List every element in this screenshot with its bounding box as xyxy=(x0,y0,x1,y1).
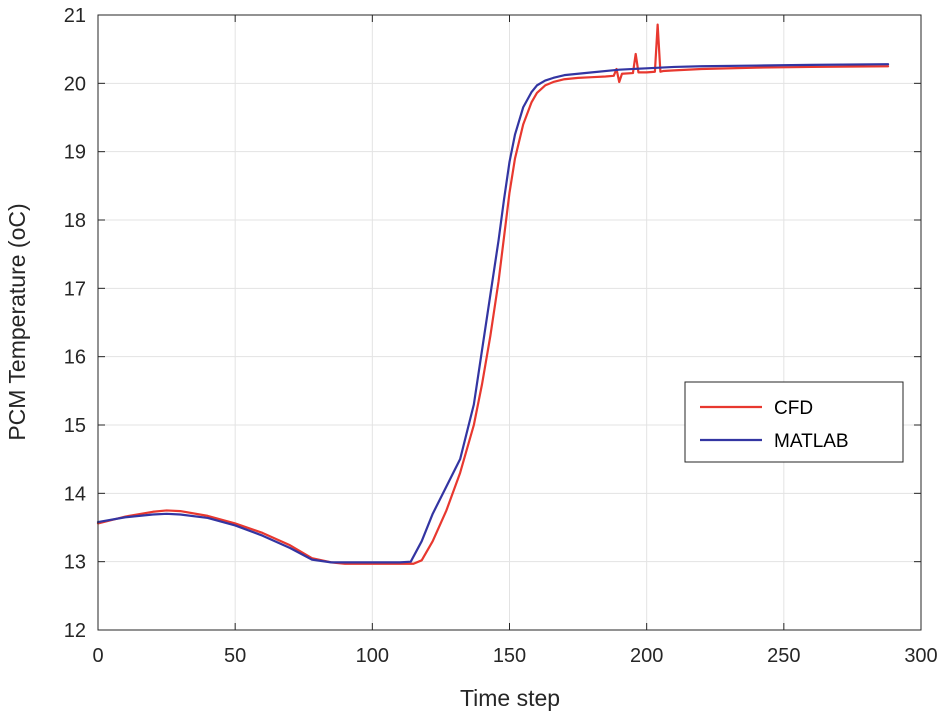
x-tick-label: 200 xyxy=(630,645,663,667)
y-tick-label: 15 xyxy=(64,415,86,437)
y-tick-label: 18 xyxy=(64,210,86,232)
y-tick-label: 17 xyxy=(64,278,86,300)
x-tick-label: 50 xyxy=(224,645,246,667)
x-tick-label: 100 xyxy=(356,645,389,667)
series-line-matlab xyxy=(96,63,890,564)
y-tick-label: 19 xyxy=(64,142,86,164)
y-tick-label: 16 xyxy=(64,347,86,369)
y-tick-label: 20 xyxy=(64,73,86,95)
x-tick-label: 300 xyxy=(904,645,937,667)
y-tick-label: 21 xyxy=(64,5,86,27)
legend: CFD MATLAB xyxy=(684,381,904,463)
y-tick-labels: 12 13 14 15 16 17 18 19 20 21 xyxy=(64,5,86,642)
x-tick-labels: 0 50 100 150 200 250 300 xyxy=(92,645,937,667)
grid xyxy=(98,15,921,630)
x-tick-label: 250 xyxy=(767,645,800,667)
x-tick-label: 0 xyxy=(92,645,103,667)
series-line-cfd xyxy=(96,23,890,565)
y-axis-label: PCM Temperature (oC) xyxy=(4,203,30,440)
legend-box xyxy=(684,381,904,463)
legend-label-matlab: MATLAB xyxy=(774,431,849,452)
x-tick-label: 150 xyxy=(493,645,526,667)
x-axis-label: Time step xyxy=(460,685,560,711)
y-tick-label: 13 xyxy=(64,552,86,574)
legend-label-cfd: CFD xyxy=(774,398,813,419)
y-tick-label: 14 xyxy=(64,483,86,505)
tick-marks xyxy=(97,14,922,631)
series-layer xyxy=(96,23,890,565)
y-tick-label: 12 xyxy=(64,620,86,642)
